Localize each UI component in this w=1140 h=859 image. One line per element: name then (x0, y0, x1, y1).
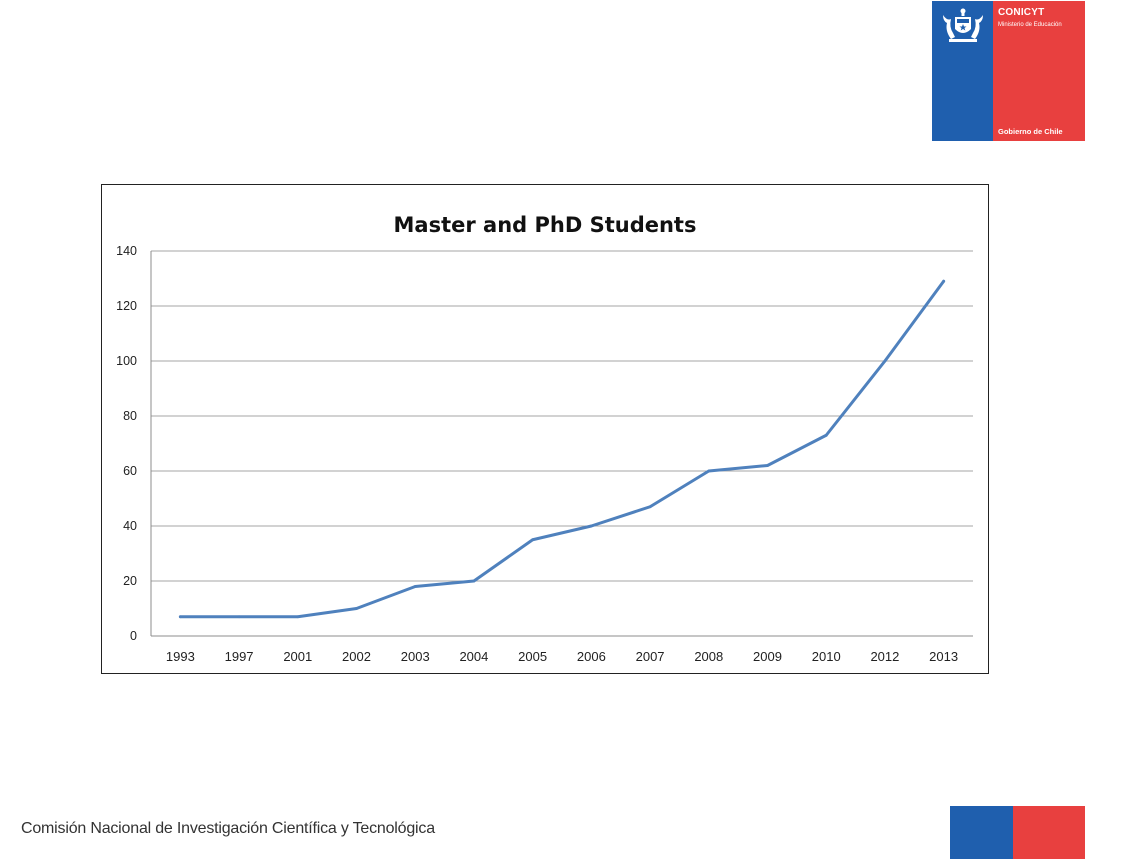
data-point-2004 (472, 579, 476, 583)
data-point-2003 (413, 585, 417, 588)
data-point-2010 (824, 433, 828, 437)
logo-red-panel: CONICYT Ministerio de Educación Gobierno… (993, 1, 1085, 141)
x-tick-label-2005: 2005 (518, 649, 547, 664)
logo-blue-panel (932, 1, 993, 141)
chart-frame: Master and PhD Students 0 20 40 60 80 100 120 1… (101, 184, 989, 674)
x-tick-label-1993: 1993 (166, 649, 195, 664)
chart-title: Master and PhD Students (393, 213, 697, 237)
x-tick-label-2012: 2012 (870, 649, 899, 664)
logo-name: CONICYT (998, 7, 1045, 18)
data-point-1997 (237, 615, 241, 619)
y-tick-label-80: 80 (123, 409, 137, 423)
x-tick-label-2007: 2007 (636, 649, 665, 664)
y-tick-label-120: 120 (116, 299, 137, 313)
y-tick-label-100: 100 (116, 354, 137, 368)
data-point-2012 (883, 359, 887, 363)
line-chart: 0 20 40 60 80 100 120 140 1993 1997 2001 2002 2003 20… (116, 244, 973, 664)
data-point-2001 (296, 615, 300, 619)
conicyt-logo: CONICYT Ministerio de Educación Gobierno… (932, 1, 1085, 141)
footer-organization-name: Comisión Nacional de Investigación Cient… (21, 820, 435, 837)
footer-bar-blue (950, 806, 1013, 859)
x-tick-label-2006: 2006 (577, 649, 606, 664)
x-tick-label-2010: 2010 (812, 649, 841, 664)
data-point-2009 (766, 464, 769, 467)
y-tick-label-40: 40 (123, 519, 137, 533)
y-tick-label-20: 20 (123, 574, 137, 588)
data-point-2005 (531, 538, 535, 542)
x-tick-label-1997: 1997 (225, 649, 254, 664)
data-point-2007 (648, 505, 652, 509)
data-point-2002 (355, 607, 358, 610)
series-line (178, 279, 946, 619)
data-point-2013 (942, 279, 946, 283)
y-tick-label-140: 140 (116, 244, 137, 258)
data-point-2006 (589, 524, 593, 528)
x-tick-label-2008: 2008 (694, 649, 723, 664)
footer-bar-red (1013, 806, 1085, 859)
y-tick-label-0: 0 (130, 629, 137, 643)
coat-of-arms-icon (942, 8, 983, 42)
y-tick-label-60: 60 (123, 464, 137, 478)
logo-government: Gobierno de Chile (998, 127, 1063, 136)
x-tick-label-2001: 2001 (283, 649, 312, 664)
x-tick-label-2013: 2013 (929, 649, 958, 664)
data-point-2008 (707, 469, 711, 473)
footer-flag-bar (950, 806, 1085, 859)
x-tick-label-2003: 2003 (401, 649, 430, 664)
x-tick-label-2002: 2002 (342, 649, 371, 664)
logo-ministry: Ministerio de Educación (998, 22, 1062, 28)
x-tick-label-2009: 2009 (753, 649, 782, 664)
x-tick-label-2004: 2004 (459, 649, 488, 664)
data-point-1993 (178, 615, 182, 619)
